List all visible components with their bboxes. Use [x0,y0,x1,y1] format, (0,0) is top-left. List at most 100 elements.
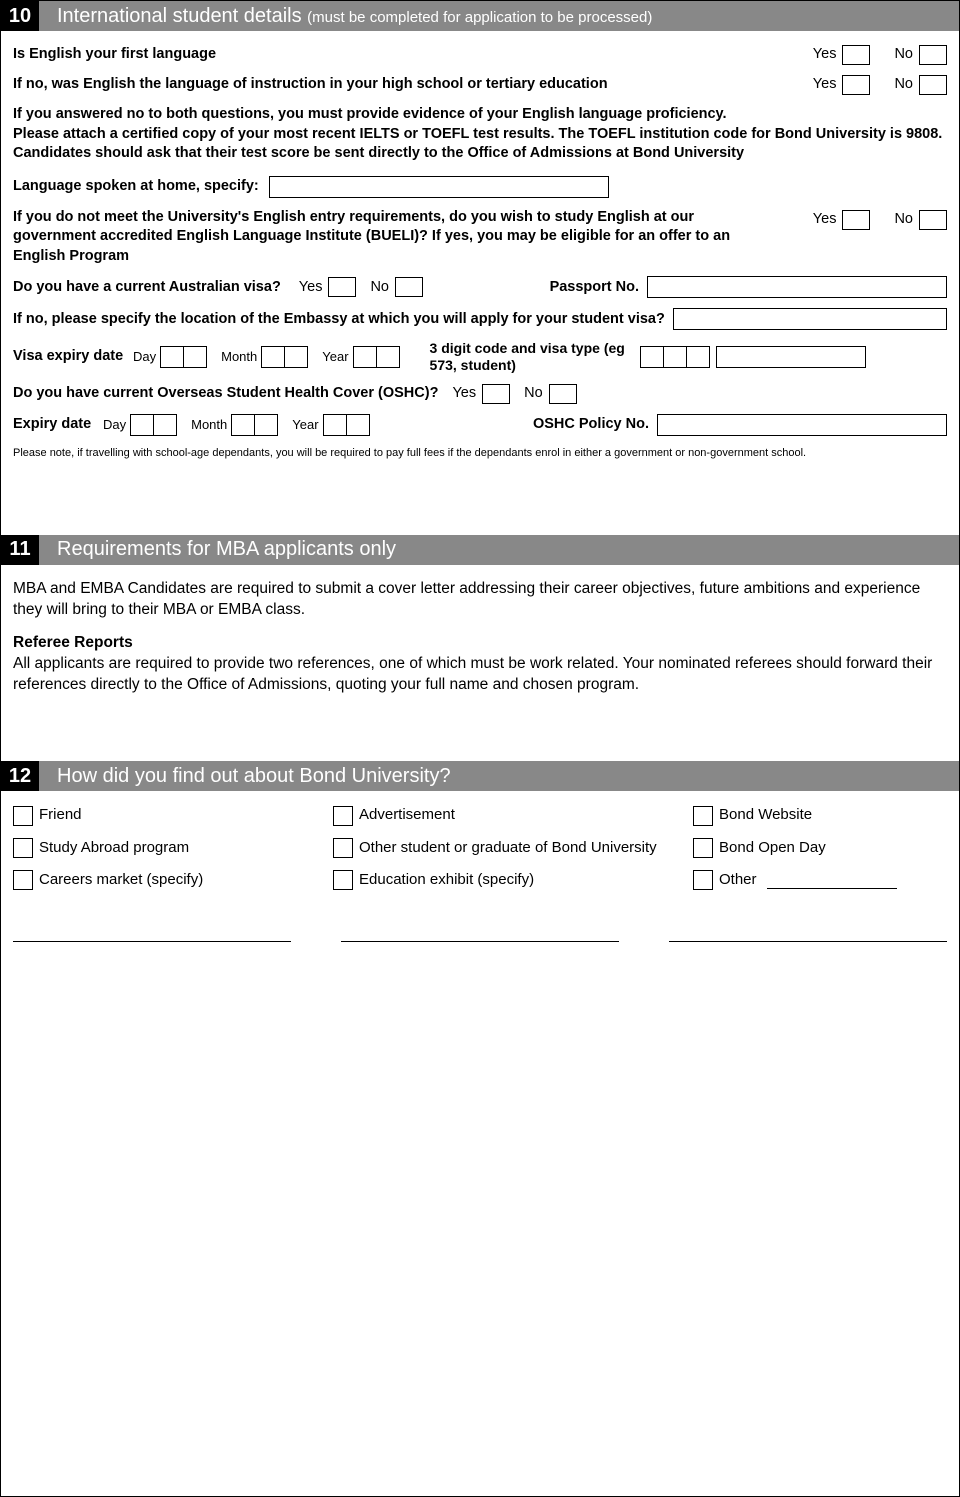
visa-expiry-day-input[interactable] [160,346,207,368]
yes-label: Yes [813,45,837,65]
day-label: Day [103,416,126,434]
note-2b: certified [122,126,178,142]
advertisement-label: Advertisement [359,805,455,825]
visa-code-digits-input[interactable] [640,346,710,368]
no-label: No [894,75,913,95]
friend-checkbox[interactable] [13,806,33,826]
aus-visa-yes-checkbox[interactable] [328,277,356,297]
bond-website-option: Bond Website [693,805,947,825]
bond-open-day-label: Bond Open Day [719,838,826,858]
study-abroad-label: Study Abroad program [39,838,189,858]
visa-expiry-label: Visa expiry date [13,347,133,367]
education-exhibit-checkbox[interactable] [333,870,353,890]
specify-lines [13,924,947,942]
visa-expiry-month-input[interactable] [261,346,308,368]
education-exhibit-label: Education exhibit (specify) [359,870,534,890]
other-option: Other [693,870,947,890]
section-10-title-text: International student details [57,5,302,27]
bond-website-checkbox[interactable] [693,806,713,826]
aus-visa-no-checkbox[interactable] [395,277,423,297]
bueli-yesno: Yes No [813,208,947,230]
form-page: 10 International student details (must b… [0,0,960,1497]
bueli-label: If you do not meet the University's Engl… [13,208,773,267]
oshc-expiry-label: Expiry date [13,415,103,435]
instruction-lang-yesno: Yes No [813,75,947,95]
find-out-grid: Friend Study Abroad program Careers mark… [13,805,947,902]
oshc-yes-checkbox[interactable] [482,384,510,404]
oshc-no-checkbox[interactable] [549,384,577,404]
bueli-yes-checkbox[interactable] [842,210,870,230]
find-out-col1: Friend Study Abroad program Careers mark… [13,805,333,902]
mba-para1: MBA and EMBA Candidates are required to … [13,579,947,621]
mba-para2: All applicants are required to provide t… [13,654,947,696]
section-10-number: 10 [1,1,39,31]
lang-home-row: Language spoken at home, specify: [13,176,947,198]
yes-label: Yes [813,210,837,230]
friend-label: Friend [39,805,82,825]
section-12-title: How did you find out about Bond Universi… [39,765,451,788]
oshc-expiry-day-input[interactable] [130,414,177,436]
instruction-lang-yes-checkbox[interactable] [842,75,870,95]
no-label: No [894,45,913,65]
year-label: Year [292,416,318,434]
no-label: No [894,210,913,230]
english-first-lang-yes-checkbox[interactable] [842,45,870,65]
year-label: Year [322,348,348,366]
other-label: Other [719,870,757,890]
instruction-lang-row: If no, was English the language of instr… [13,75,947,95]
bueli-no-checkbox[interactable] [919,210,947,230]
passport-label: Passport No. [550,278,639,298]
section-11-title: Requirements for MBA applicants only [39,538,396,561]
find-out-col3: Bond Website Bond Open Day Other [693,805,947,902]
other-student-label: Other student or graduate of Bond Univer… [359,838,657,858]
oshc-policy-input[interactable] [657,414,947,436]
english-first-lang-yesno: Yes No [813,45,947,65]
english-first-lang-row: Is English your first language Yes No [13,45,947,65]
advertisement-checkbox[interactable] [333,806,353,826]
bond-open-day-option: Bond Open Day [693,838,947,858]
lang-home-label: Language spoken at home, specify: [13,177,259,197]
bond-website-label: Bond Website [719,805,812,825]
yes-label: Yes [813,75,837,95]
embassy-input[interactable] [673,308,947,330]
lang-home-input[interactable] [269,176,609,198]
other-specify-line-input[interactable] [669,924,947,942]
passport-input[interactable] [647,276,947,298]
english-first-lang-no-checkbox[interactable] [919,45,947,65]
oshc-policy-label: OSHC Policy No. [533,415,649,435]
other-checkbox[interactable] [693,870,713,890]
careers-market-checkbox[interactable] [13,870,33,890]
month-label: Month [191,416,227,434]
oshc-expiry-month-input[interactable] [231,414,278,436]
careers-market-label: Careers market (specify) [39,870,203,890]
find-out-col2: Advertisement Other student or graduate … [333,805,693,902]
yes-label: Yes [299,278,323,298]
other-student-option: Other student or graduate of Bond Univer… [333,838,693,858]
bond-open-day-checkbox[interactable] [693,838,713,858]
study-abroad-checkbox[interactable] [13,838,33,858]
oshc-expiry-year-input[interactable] [323,414,370,436]
section-11-body: MBA and EMBA Candidates are required to … [1,565,959,762]
note-1c: to both questions, you must provide evid… [144,106,726,122]
embassy-row: If no, please specify the location of th… [13,308,947,330]
visa-type-input[interactable] [716,346,866,368]
no-label: No [524,384,543,404]
note-2c: copy of your most recent IELTS or TOEFL … [178,126,942,142]
education-exhibit-specify-input[interactable] [341,924,619,942]
other-specify-input[interactable] [767,871,897,889]
other-student-checkbox[interactable] [333,838,353,858]
yes-label: Yes [452,384,476,404]
section-10-subtitle: (must be completed for application to be… [307,9,652,26]
study-abroad-option: Study Abroad program [13,838,333,858]
careers-market-specify-input[interactable] [13,924,291,942]
month-label: Month [221,348,257,366]
instruction-lang-no-checkbox[interactable] [919,75,947,95]
bueli-row: If you do not meet the University's Engl… [13,208,947,267]
visa-code-label: 3 digit code and visa type (eg 573, stud… [430,340,630,374]
careers-market-option: Careers market (specify) [13,870,333,890]
referee-heading: Referee Reports [13,633,947,654]
day-label: Day [133,348,156,366]
aus-visa-row: Do you have a current Australian visa? Y… [13,276,947,298]
visa-expiry-year-input[interactable] [353,346,400,368]
no-label: No [370,278,389,298]
